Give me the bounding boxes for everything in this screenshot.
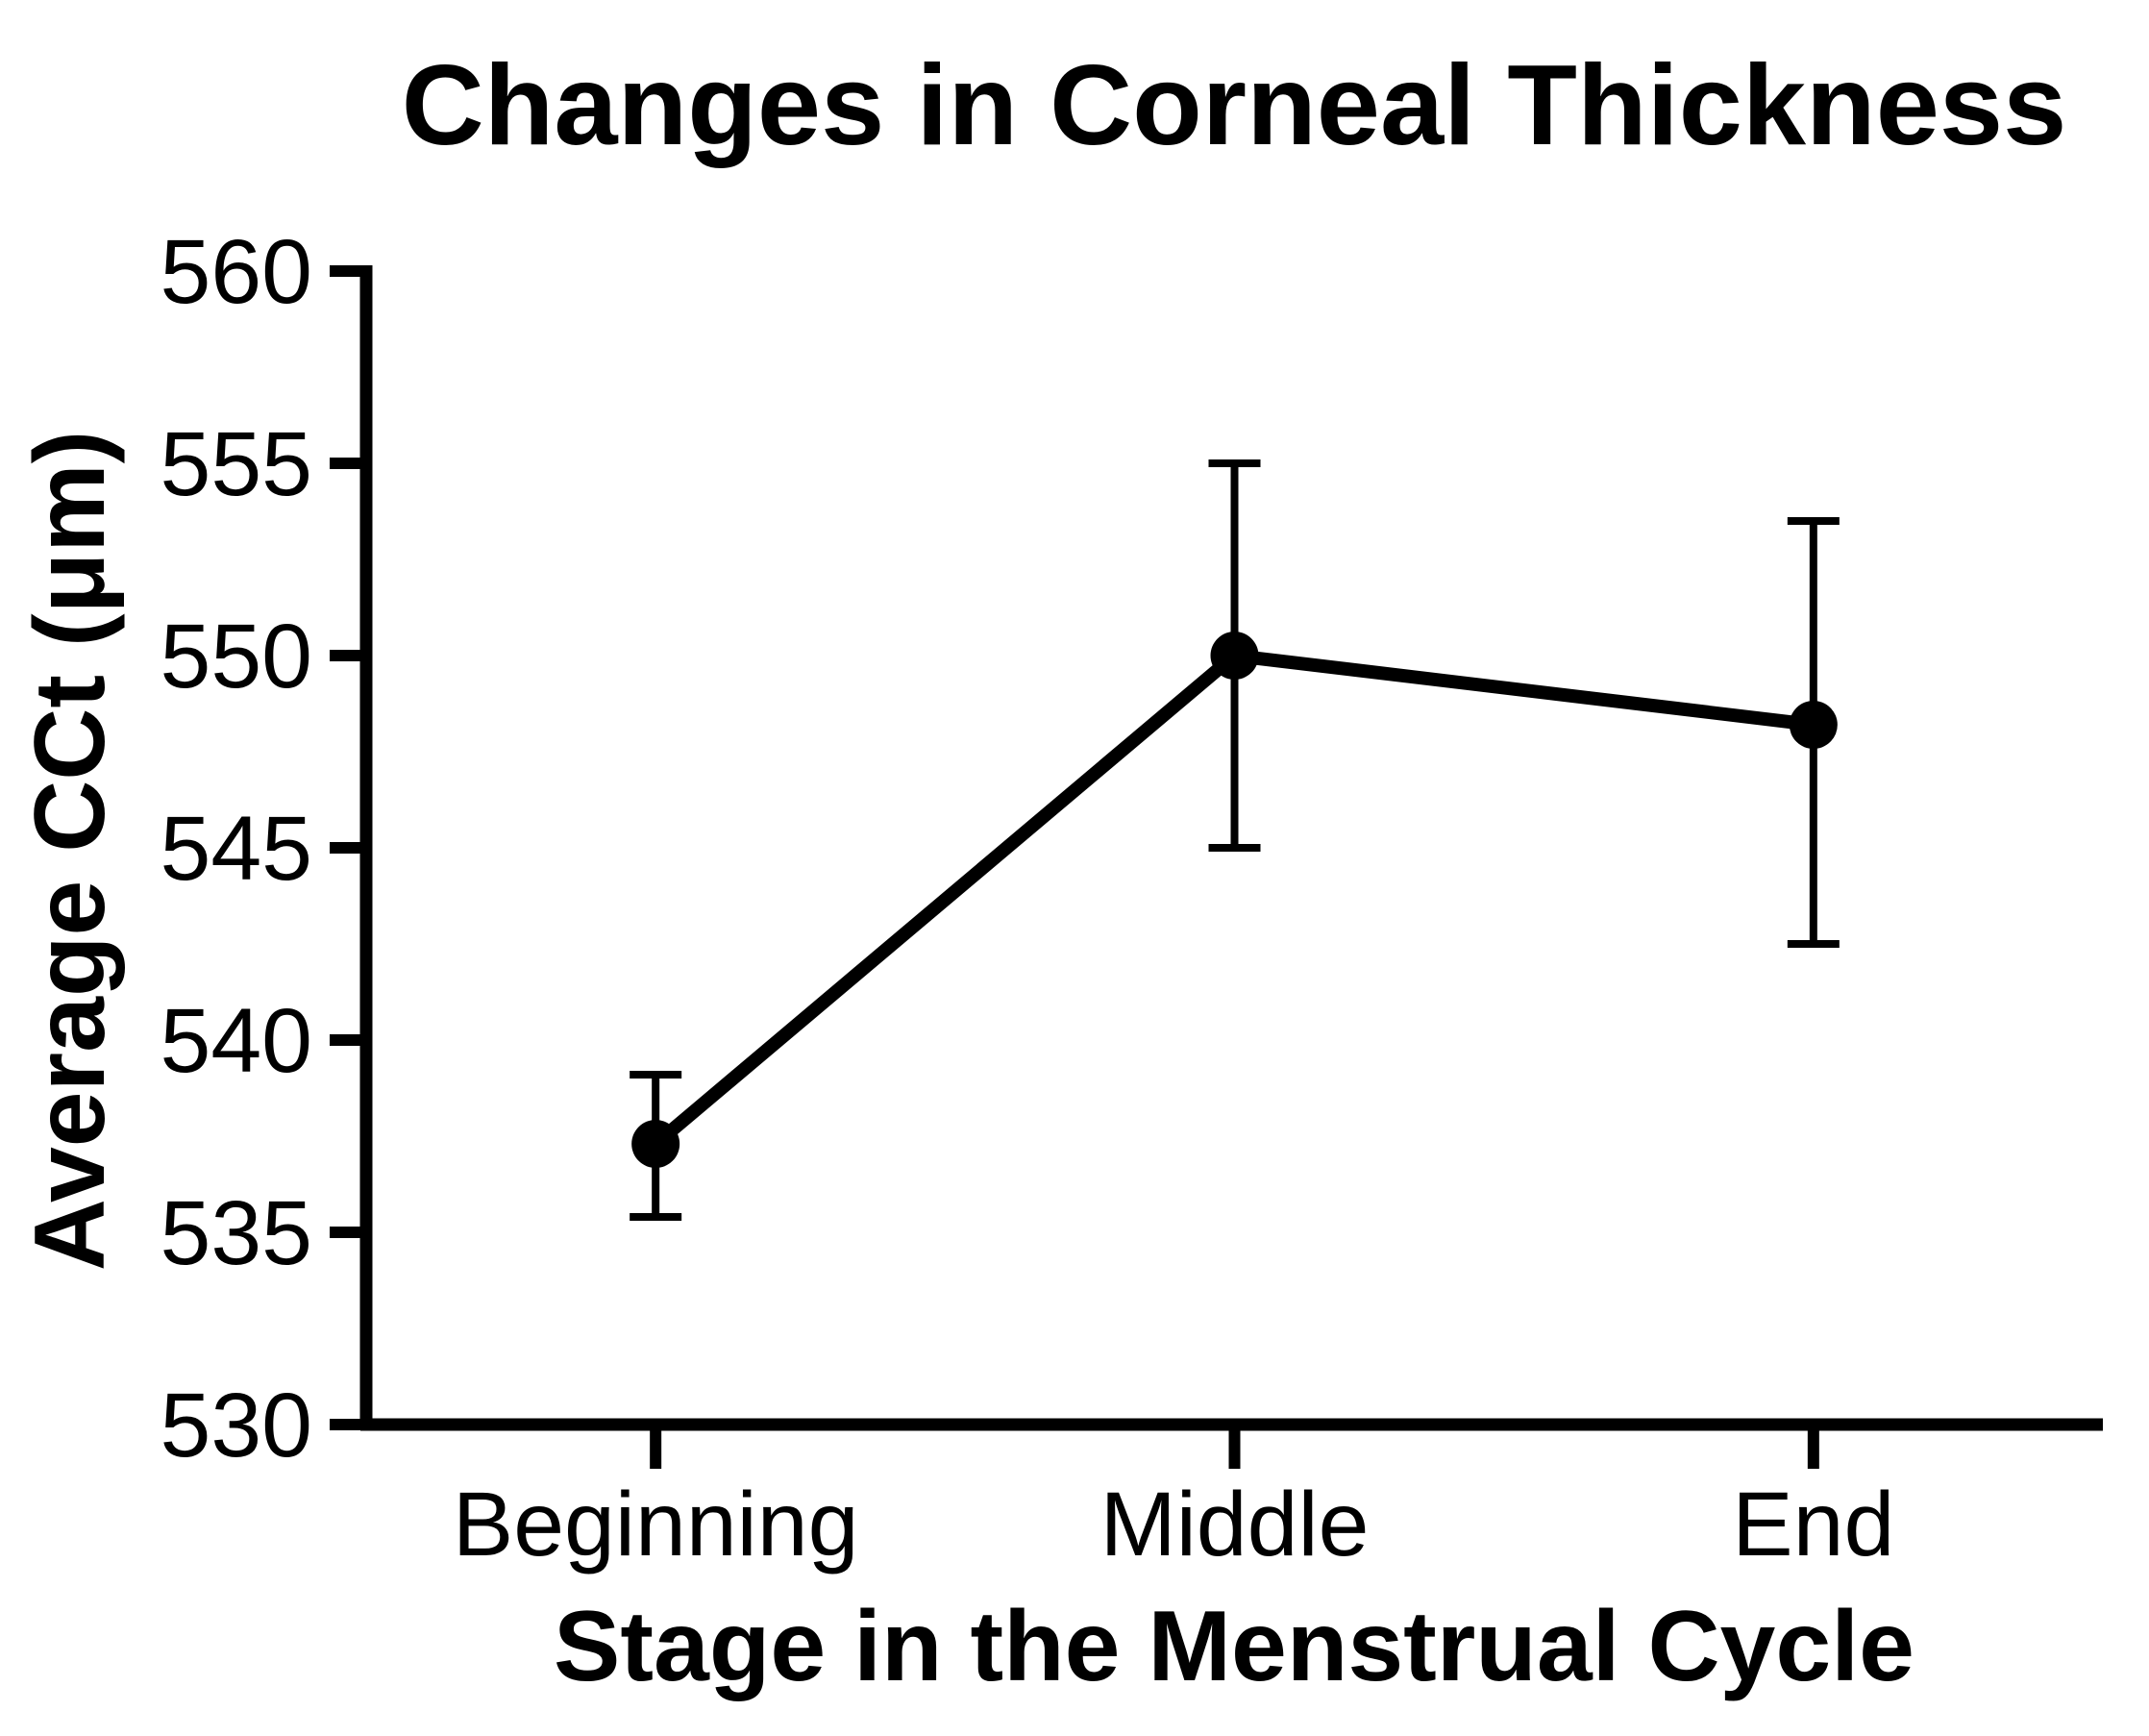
- x-category-label: End: [1732, 1474, 1894, 1575]
- data-point-middle: [1210, 632, 1259, 680]
- x-axis-ticks: Beginning Middle End: [453, 1425, 1894, 1575]
- series-points: [631, 632, 1838, 1168]
- y-tick-label: 550: [160, 606, 312, 707]
- chart-title: Changes in Corneal Thickness: [402, 41, 2067, 169]
- y-tick-label: 535: [160, 1182, 312, 1284]
- data-point-end: [1789, 701, 1838, 749]
- x-category-label: Beginning: [453, 1474, 859, 1575]
- error-bars: [630, 459, 1840, 1221]
- y-tick-label: 555: [160, 413, 312, 515]
- y-tick-label: 545: [160, 798, 312, 900]
- data-point-beginning: [631, 1120, 680, 1168]
- y-axis-ticks: 530 535 540 545 550 555 560: [160, 221, 366, 1476]
- y-tick-label: 540: [160, 990, 312, 1092]
- y-axis-title: Average CCt (μm): [14, 431, 126, 1272]
- x-axis-title: Stage in the Menstrual Cycle: [554, 1591, 1914, 1702]
- y-tick-label: 560: [160, 221, 312, 323]
- x-category-label: Middle: [1100, 1474, 1370, 1575]
- y-tick-label: 530: [160, 1375, 312, 1476]
